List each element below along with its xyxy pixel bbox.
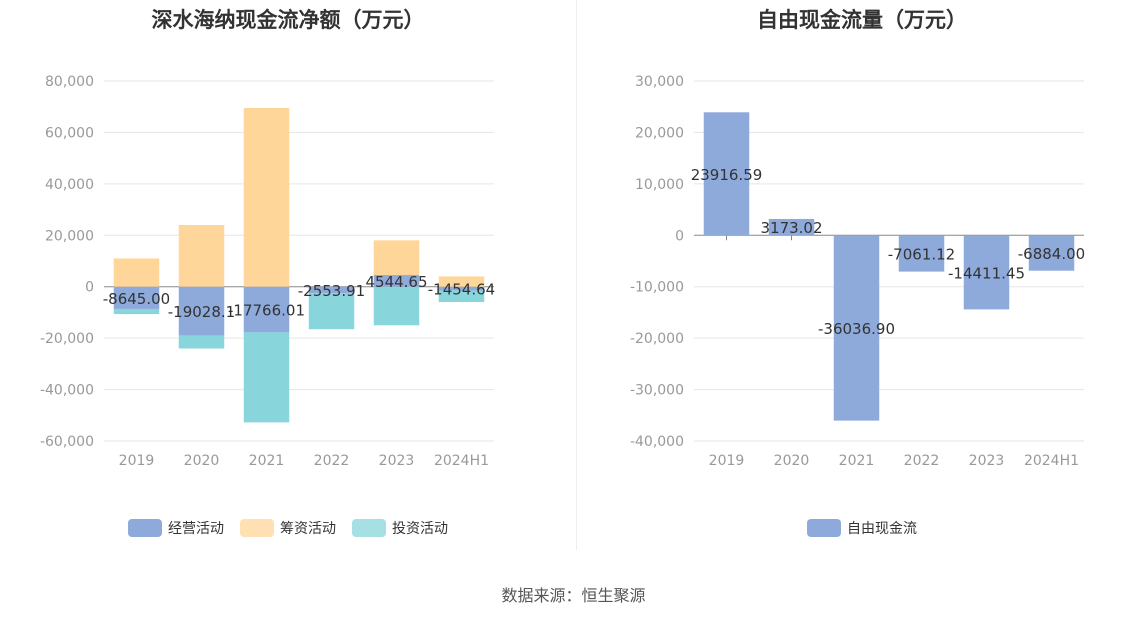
x-tick-label: 2021 <box>249 453 285 469</box>
legend-item[interactable]: 投资活动 <box>352 518 448 538</box>
bar-投资活动 <box>308 293 355 330</box>
y-tick-label: -60,000 <box>40 434 94 450</box>
x-tick-label: 2024H1 <box>1024 453 1079 469</box>
chart-title-right: 自由现金流量（万元） <box>757 8 967 32</box>
bar-经营活动 <box>113 286 160 309</box>
legend-left: 经营活动 筹资活动 投资活动 <box>0 518 576 538</box>
bar-投资活动 <box>438 290 485 303</box>
bar-自由现金流 <box>768 218 815 236</box>
y-tick-label: 30,000 <box>635 74 684 90</box>
legend-swatch <box>240 519 274 537</box>
data-label: -6884.00 <box>1018 245 1085 263</box>
x-tick-label: 2022 <box>904 453 940 469</box>
bar-经营活动 <box>243 286 290 333</box>
data-label: -17766.01 <box>228 302 305 320</box>
bar-投资活动 <box>373 286 420 326</box>
bar-投资活动 <box>178 335 225 349</box>
chart-right-panel: 自由现金流量（万元） 30,000 20,000 10,000 0 -10,000 -20… <box>577 0 1147 560</box>
legend-label: 自由现金流 <box>847 521 917 537</box>
chart-left-svg: 80,000 60,000 40,000 20,000 0 -20,000 -40,000 -… <box>40 74 495 469</box>
legend-right: 自由现金流 <box>577 518 1147 538</box>
data-label: -19028.1 <box>168 303 235 321</box>
legend-item[interactable]: 自由现金流 <box>807 518 917 538</box>
data-label: 3173.02 <box>760 219 822 237</box>
y-tick-label: -20,000 <box>630 331 684 347</box>
legend-swatch <box>352 519 386 537</box>
data-label: -8645.00 <box>103 290 170 308</box>
legend-label: 经营活动 <box>168 521 224 537</box>
data-label: 23916.59 <box>691 166 763 184</box>
y-tick-label: -30,000 <box>630 383 684 399</box>
chart-title-left: 深水海纳现金流净额（万元） <box>151 8 425 32</box>
x-tick-label: 2023 <box>969 453 1005 469</box>
legend-label: 筹资活动 <box>280 521 336 537</box>
y-tick-label: 10,000 <box>635 177 684 193</box>
data-label: -14411.45 <box>948 264 1025 282</box>
bar-筹资活动 <box>243 108 290 287</box>
bar-筹资活动 <box>438 276 485 287</box>
legend-item[interactable]: 经营活动 <box>128 518 224 538</box>
bar-自由现金流 <box>833 235 880 421</box>
data-label: -7061.12 <box>888 245 955 263</box>
bar-经营活动 <box>308 286 355 294</box>
y-tick-label: -20,000 <box>40 331 94 347</box>
bar-经营活动 <box>178 286 225 336</box>
y-tick-label: 20,000 <box>45 228 94 244</box>
bar-自由现金流 <box>898 235 945 272</box>
data-label: 4544.65 <box>365 273 427 291</box>
bar-筹资活动 <box>373 240 420 276</box>
legend-swatch <box>128 519 162 537</box>
bar-投资活动 <box>243 332 290 423</box>
bar-投资活动 <box>113 308 160 315</box>
panel-divider <box>576 0 577 550</box>
data-source-note: 数据来源：恒生聚源 <box>501 586 646 605</box>
bar-筹资活动 <box>113 258 160 287</box>
x-tick-label: 2023 <box>379 453 415 469</box>
legend-label: 投资活动 <box>392 521 448 537</box>
y-tick-label: -40,000 <box>630 434 684 450</box>
x-tick-label: 2021 <box>839 453 875 469</box>
y-tick-label: 40,000 <box>45 177 94 193</box>
data-label: -2553.91 <box>298 282 365 300</box>
y-tick-label: 0 <box>675 228 684 244</box>
data-label: -1454.64 <box>428 281 495 299</box>
x-tick-label: 2019 <box>119 453 155 469</box>
y-tick-label: 20,000 <box>635 125 684 141</box>
legend-item[interactable]: 筹资活动 <box>240 518 336 538</box>
y-tick-label: -40,000 <box>40 383 94 399</box>
x-tick-label: 2024H1 <box>434 453 489 469</box>
bar-经营活动 <box>438 286 485 291</box>
y-tick-label: 60,000 <box>45 125 94 141</box>
bar-自由现金流 <box>1028 235 1075 271</box>
y-tick-label: 80,000 <box>45 74 94 90</box>
x-tick-label: 2020 <box>774 453 810 469</box>
chart-left-panel: 深水海纳现金流净额（万元） 80,000 60,000 40,000 20,000 0-… <box>0 0 576 560</box>
data-label: -36036.90 <box>818 320 895 338</box>
chart-right-svg: 30,000 20,000 10,000 0 -10,000 -20,000 -30,000… <box>630 74 1085 469</box>
bar-筹资活动 <box>178 225 225 287</box>
x-tick-label: 2022 <box>314 453 350 469</box>
y-tick-label: -10,000 <box>630 280 684 296</box>
legend-swatch <box>807 519 841 537</box>
bar-自由现金流 <box>963 235 1010 310</box>
x-tick-label: 2020 <box>184 453 220 469</box>
bar-自由现金流 <box>703 112 750 236</box>
y-tick-label: 0 <box>85 280 94 296</box>
bar-经营活动 <box>373 275 420 287</box>
x-tick-label: 2019 <box>709 453 745 469</box>
